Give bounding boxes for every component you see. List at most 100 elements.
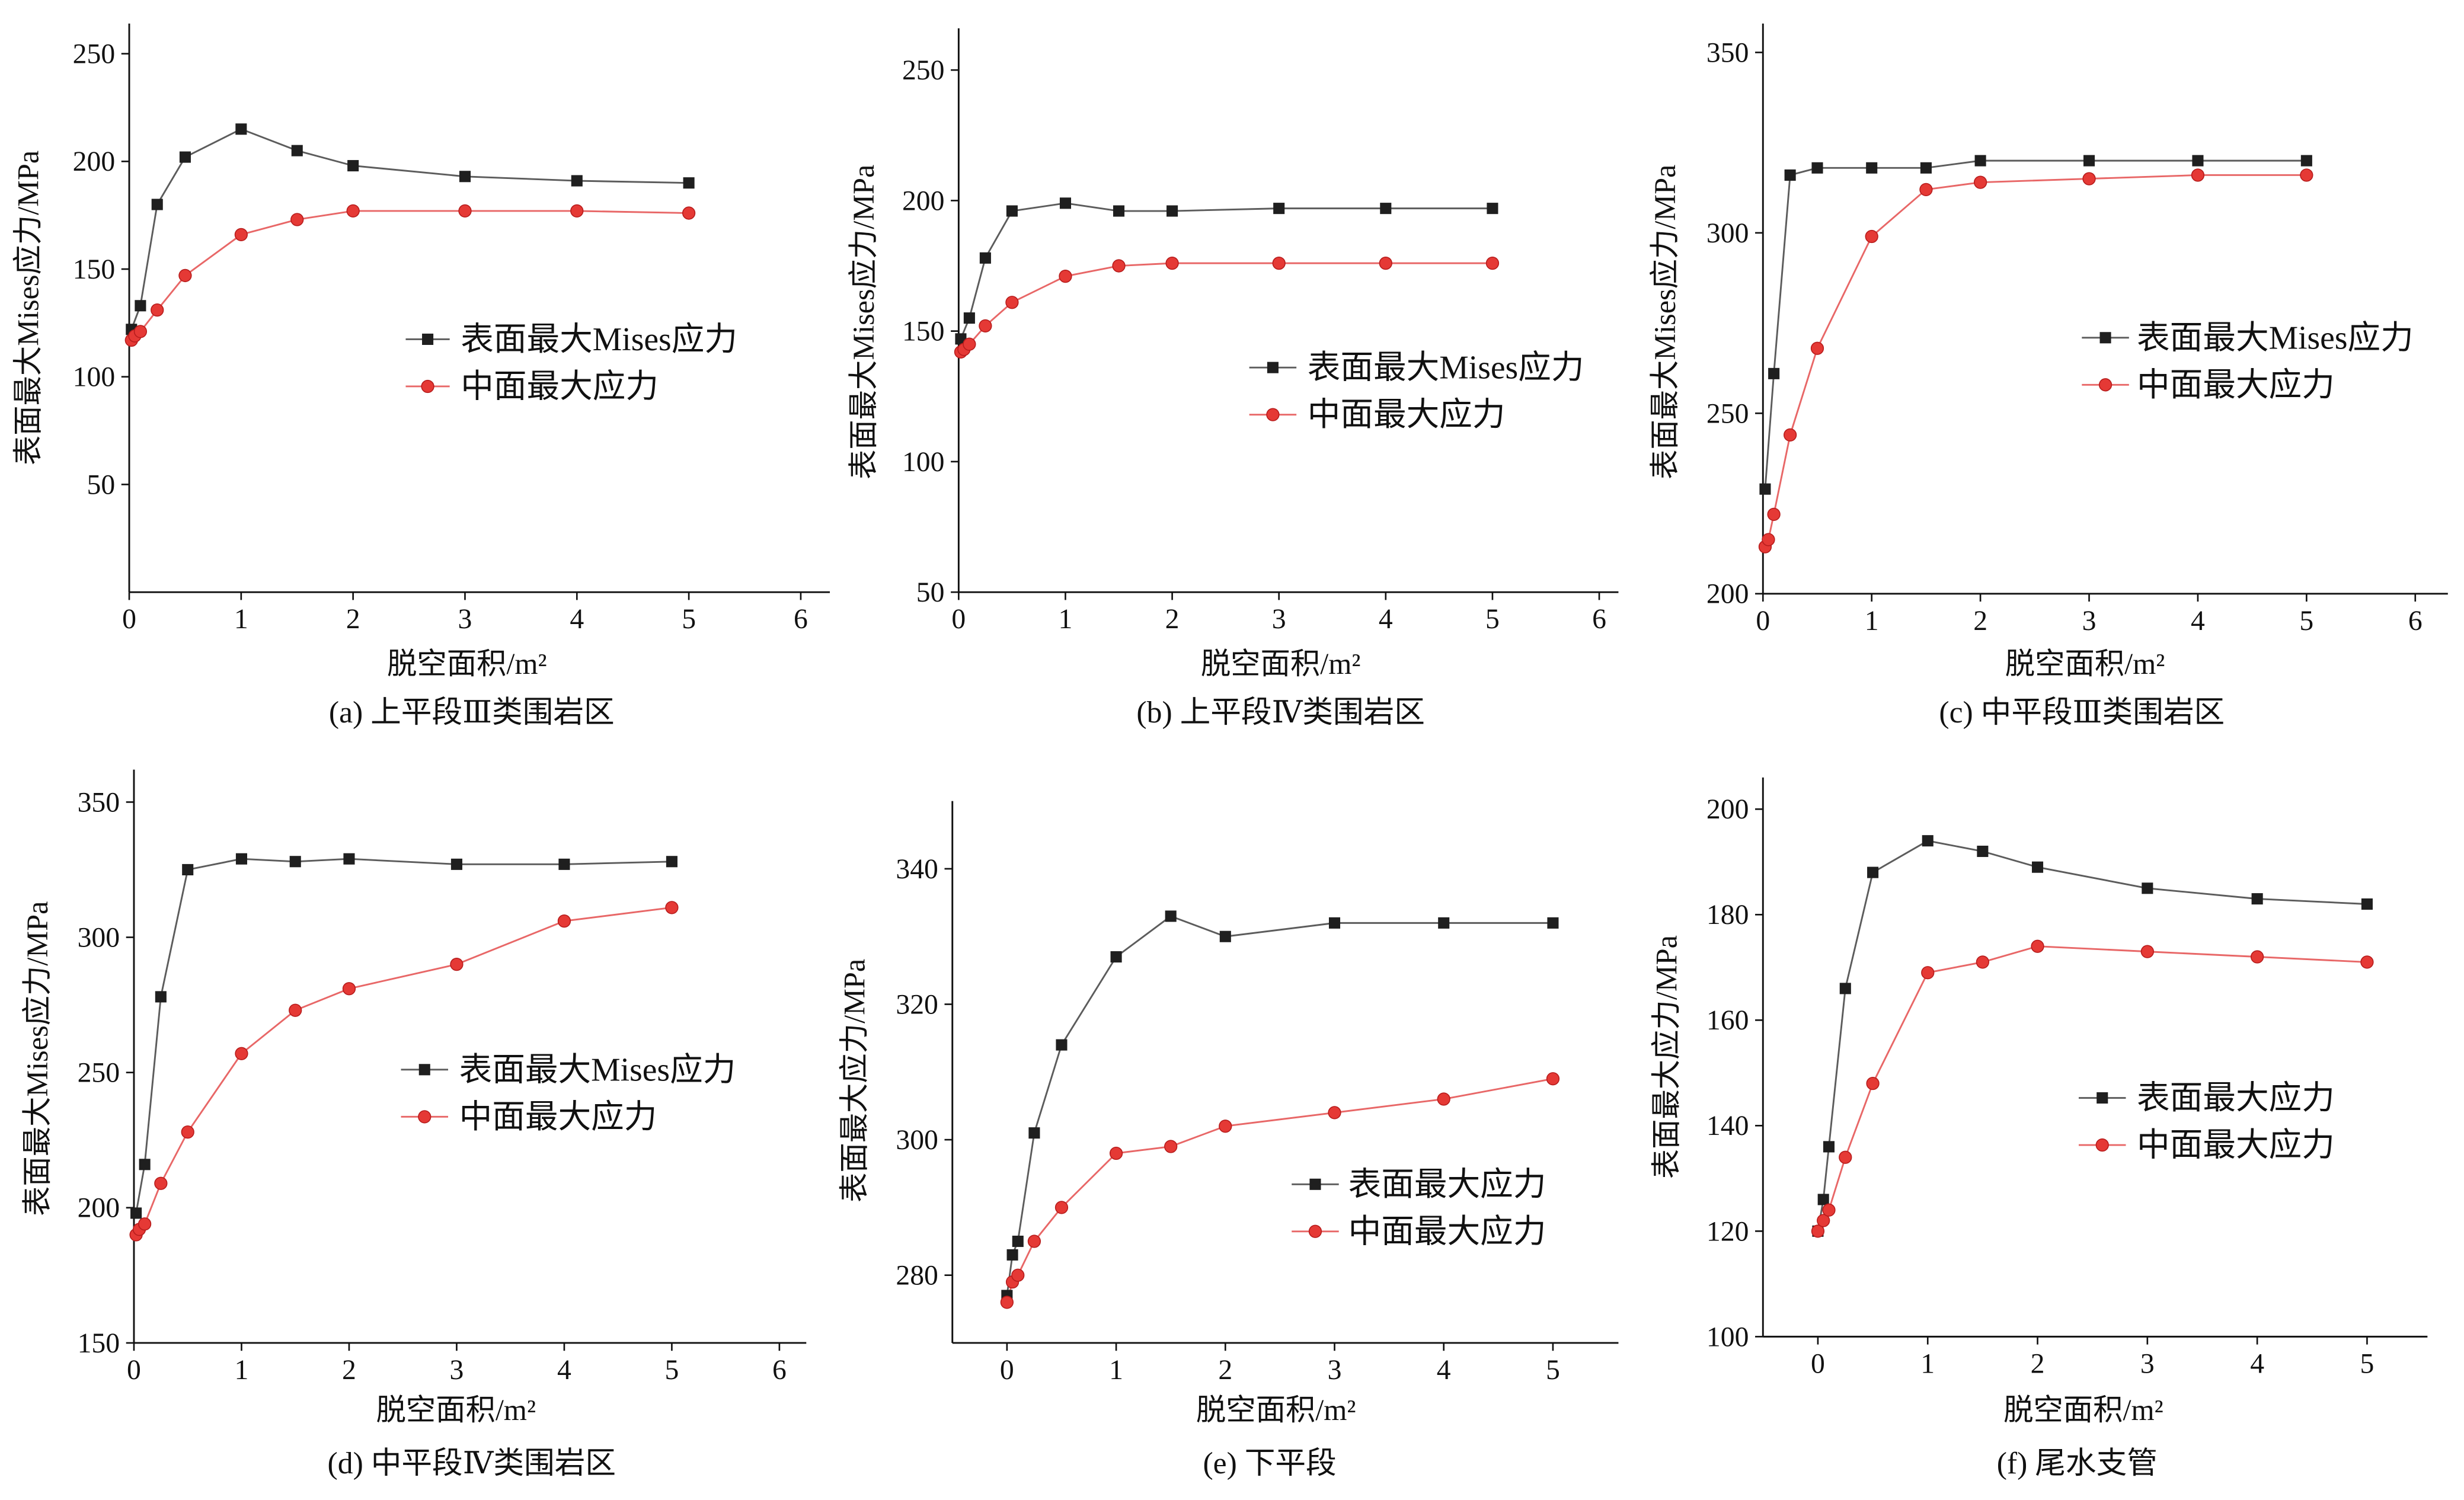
data-point-mid-plane [1817, 1214, 1830, 1227]
chart-panel-d: 0 1 2 3 4 5 6 150 200 250 300 350 表面最大Mises应力中面最大应力脱… [21, 769, 807, 1480]
y-tick-label: 350 [1706, 37, 1749, 68]
x-tick-label: 3 [1328, 1354, 1342, 1386]
x-tick-label: 2 [2031, 1348, 2045, 1379]
legend-label: 表面最大Mises应力 [2137, 319, 2414, 356]
y-axis-label: 表面最大应力/MPa [1650, 935, 1683, 1179]
y-tick-label: 250 [1706, 398, 1749, 429]
y-axis-label: 表面最大Mises应力/MPa [847, 165, 880, 479]
data-point-surface [1006, 1249, 1018, 1261]
x-tick-label: 4 [570, 603, 584, 635]
data-point-surface [2251, 893, 2263, 905]
y-tick-label: 250 [73, 39, 116, 70]
chart-panel-a: 0 1 2 3 4 5 6 50 100 150 200 250 表面最大Mises应力中面最大应力脱空… [11, 23, 830, 730]
data-point-mid-plane [1219, 1120, 1232, 1133]
data-point-surface [1784, 169, 1796, 181]
legend-square-marker [422, 333, 434, 345]
data-point-mid-plane [979, 319, 992, 332]
data-point-surface [130, 1207, 142, 1219]
legend-circle-marker [418, 1110, 432, 1124]
y-tick-label: 180 [1706, 899, 1749, 930]
y-tick-label: 300 [896, 1124, 938, 1156]
data-point-mid-plane [2251, 950, 2264, 964]
data-point-mid-plane [665, 901, 679, 914]
legend-circle-marker [1308, 1224, 1322, 1238]
data-point-mid-plane [1810, 341, 1824, 355]
legend-entry-surface: 表面最大应力 [1292, 1166, 1546, 1203]
x-tick-label: 0 [1811, 1348, 1825, 1379]
y-axis-label: 表面最大Mises应力/MPa [11, 151, 44, 465]
data-point-surface [235, 853, 247, 865]
x-tick-label: 1 [1059, 603, 1073, 635]
x-tick-label: 1 [234, 603, 248, 635]
x-tick-label: 6 [1592, 603, 1606, 635]
data-point-surface [235, 123, 247, 135]
data-point-surface [1867, 866, 1879, 878]
data-point-mid-plane [1379, 256, 1392, 270]
x-tick-label: 1 [1109, 1354, 1123, 1386]
data-point-mid-plane [138, 1217, 152, 1231]
data-point-mid-plane [450, 958, 464, 971]
data-point-mid-plane [1865, 229, 1878, 244]
x-tick-label: 2 [346, 603, 360, 635]
x-tick-label: 2 [1165, 603, 1180, 635]
data-point-mid-plane [1165, 256, 1179, 270]
legend-circle-marker [421, 379, 434, 394]
data-point-mid-plane [342, 982, 356, 996]
data-point-mid-plane [1109, 1146, 1123, 1160]
legend-entry-mid-plane: 中面最大应力 [2078, 1127, 2335, 1164]
legend-entry-mid-plane: 中面最大应力 [1292, 1213, 1546, 1250]
data-point-mid-plane [151, 303, 164, 317]
x-tick-label: 1 [1865, 605, 1879, 637]
x-tick-label: 4 [557, 1354, 571, 1386]
data-point-mid-plane [682, 206, 696, 220]
y-axis-label: 表面最大应力/MPa [838, 959, 871, 1202]
x-tick-label: 3 [450, 1354, 464, 1386]
data-point-surface [1768, 367, 1780, 379]
data-point-mid-plane [290, 213, 304, 226]
y-tick-label: 100 [902, 446, 945, 478]
data-point-surface [683, 177, 695, 189]
x-tick-label: 0 [122, 603, 136, 635]
data-point-surface [1974, 155, 1986, 167]
data-point-mid-plane [2300, 168, 2313, 182]
y-tick-label: 200 [1706, 794, 1749, 825]
data-point-surface [2192, 155, 2204, 167]
y-tick-label: 140 [1706, 1110, 1749, 1141]
data-point-surface [1920, 162, 1932, 174]
x-tick-label: 0 [1000, 1354, 1014, 1386]
data-point-surface [558, 858, 570, 870]
legend-entry-mid-plane: 中面最大应力 [405, 369, 659, 405]
chart-panel-c: 0 1 2 3 4 5 6 200 250 300 350 表面最大Mises应力中面最大应力脱空面积… [1648, 23, 2448, 730]
y-tick-label: 50 [916, 577, 945, 608]
legend-label: 中面最大应力 [1308, 396, 1506, 433]
legend-entry-mid-plane: 中面最大应力 [1249, 396, 1506, 433]
data-point-mid-plane [458, 204, 472, 218]
data-point-mid-plane [133, 325, 148, 338]
y-tick-label: 250 [902, 55, 945, 86]
data-point-surface [1866, 162, 1878, 174]
data-point-mid-plane [2082, 172, 2096, 185]
x-tick-label: 5 [2299, 605, 2313, 637]
series-line-surface [1764, 159, 2307, 490]
x-tick-label: 6 [794, 603, 808, 635]
data-point-mid-plane [181, 1125, 194, 1139]
legend-circle-marker [1266, 408, 1280, 421]
x-tick-label: 3 [1272, 603, 1286, 635]
y-tick-label: 160 [1706, 1005, 1749, 1036]
legend-entry-mid-plane: 中面最大应力 [2082, 367, 2335, 404]
chart-panel-b: 0 1 2 3 4 5 6 50 100 150 200 250 表面最大Mises应力中面最大应力脱空… [847, 28, 1619, 730]
data-point-mid-plane [1919, 183, 1933, 196]
data-point-mid-plane [1767, 507, 1781, 521]
legend-label: 表面最大Mises应力 [459, 1051, 736, 1088]
legend-entry-surface: 表面最大Mises应力 [401, 1051, 736, 1088]
panel-caption: (a) 上平段Ⅲ类围岩区 [329, 696, 615, 730]
data-point-surface [1028, 1127, 1040, 1139]
x-tick-label: 5 [2360, 1348, 2374, 1379]
x-tick-label: 5 [682, 603, 696, 635]
